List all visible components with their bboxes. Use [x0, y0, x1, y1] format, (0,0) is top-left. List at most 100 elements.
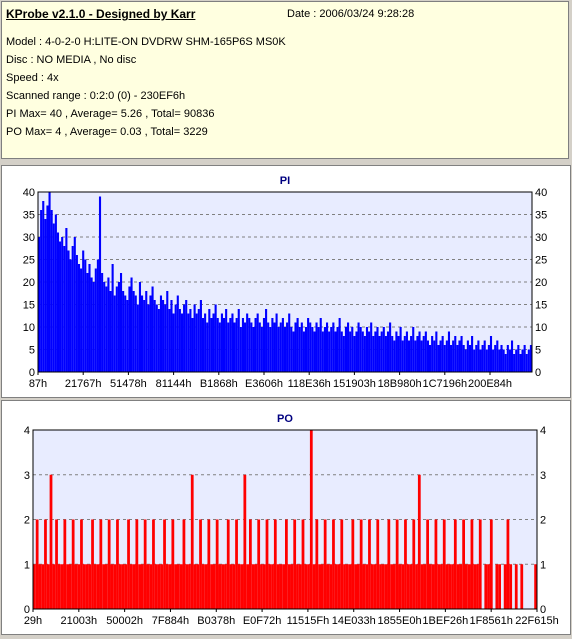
pi-bar — [265, 309, 268, 372]
po-y-tick-label-right: 0 — [540, 604, 546, 616]
pi-bar — [248, 318, 251, 372]
pi-bar — [111, 264, 114, 372]
po-bar — [57, 564, 61, 609]
po-bar — [262, 564, 266, 609]
po-bar — [174, 564, 177, 609]
pi-bar — [191, 318, 194, 372]
pi-bar — [517, 345, 520, 372]
pi-bar — [128, 286, 131, 372]
po-plot-border — [32, 429, 538, 610]
pi-bar — [492, 349, 495, 372]
po-bar — [453, 519, 457, 609]
pi-bar — [389, 322, 392, 372]
pi-bar — [307, 318, 310, 372]
pi-chart-panel: PI 0 0 5 5 10 10 15 15 20 20 25 25 30 30 35 35 40 40 87h 217… — [1, 165, 571, 398]
po-bar — [179, 564, 183, 609]
pi-bar — [126, 300, 129, 372]
po-bar — [96, 564, 100, 609]
pi-bar — [414, 340, 417, 372]
pi-y-tick-label-left: 5 — [29, 345, 35, 357]
pi-bar — [214, 304, 217, 372]
pi-bar — [218, 322, 221, 372]
po-bar — [91, 519, 94, 609]
po-x-tick-label: 50002h — [106, 615, 143, 627]
pi-bar — [384, 336, 387, 372]
po-bar — [44, 519, 47, 609]
po-bar — [226, 519, 230, 609]
pi-bar — [124, 295, 127, 372]
po-bar — [470, 519, 474, 609]
po-bar — [357, 564, 360, 609]
pi-y-tick-label-right: 20 — [535, 277, 547, 289]
pi-bar — [386, 331, 390, 372]
po-bar — [99, 519, 103, 609]
pi-bar — [298, 327, 301, 372]
pi-bar — [136, 304, 139, 372]
pi-bar — [75, 255, 78, 372]
pi-bar — [117, 282, 120, 372]
pi-bar — [443, 345, 446, 372]
po-bar — [304, 564, 308, 609]
po-bar — [312, 564, 316, 609]
po-bar — [74, 564, 78, 609]
pi-bar — [103, 282, 106, 372]
po-x-tick-label: 22F615h — [515, 615, 558, 627]
po-bar — [260, 564, 263, 609]
po-x-tick-label: E0F72h — [243, 615, 282, 627]
po-bar — [484, 564, 488, 609]
pi-bar — [370, 322, 373, 372]
po-bar — [487, 564, 490, 609]
pi-x-tick-label: E3606h — [245, 378, 283, 390]
pi-bar — [368, 331, 371, 372]
po-bar — [434, 519, 438, 609]
po-bar — [390, 564, 393, 609]
po-bar — [354, 564, 357, 609]
pi-x-tick-label: 81144h — [156, 378, 192, 390]
pi-y-tick-label-left: 35 — [23, 210, 35, 222]
pi-bar — [355, 331, 358, 372]
pi-bar — [254, 318, 257, 372]
pi-y-tick-label-left: 20 — [23, 277, 35, 289]
pi-bar — [235, 318, 238, 372]
pi-bar — [521, 349, 524, 372]
pi-bar — [277, 327, 280, 372]
pi-bar — [475, 345, 478, 372]
pi-bar — [357, 322, 360, 372]
po-bar — [448, 564, 452, 609]
pi-bar — [241, 318, 245, 372]
po-bar — [393, 564, 396, 609]
po-bar — [337, 564, 341, 609]
po-chart: PO 0 0 1 1 2 2 3 3 4 4 29h 21003h 50002h 7F884h B0378h E… — [24, 413, 559, 627]
pi-bar — [428, 345, 432, 372]
po-bar — [343, 564, 346, 609]
pi-y-tick-label-right: 40 — [535, 187, 547, 199]
pi-bar — [143, 300, 146, 372]
pi-bar — [250, 322, 253, 372]
disc-line: Disc : NO MEDIA , No disc — [6, 54, 137, 66]
pi-bar — [48, 192, 51, 372]
po-bar — [60, 564, 64, 609]
pi-bar — [227, 322, 230, 372]
app-title: KProbe v2.1.0 - Designed by Karr — [6, 7, 196, 21]
po-bar — [138, 564, 141, 609]
pi-y-tick-label-left: 10 — [23, 322, 35, 334]
pi-bar — [65, 228, 68, 372]
pi-bar — [479, 349, 482, 372]
pi-bar — [50, 210, 53, 372]
po-bar — [309, 430, 313, 609]
pi-bar — [286, 322, 289, 372]
po-bar — [77, 564, 81, 609]
pi-bar — [458, 340, 461, 372]
po-bar — [218, 564, 222, 609]
pi-bar — [391, 336, 394, 372]
po-bar — [116, 519, 119, 609]
pi-bar — [349, 331, 352, 372]
pi-y-tick-label-left: 25 — [23, 255, 35, 267]
pi-bar — [269, 327, 272, 372]
po-bar — [163, 519, 166, 609]
pi-bar — [422, 336, 425, 372]
po-chart-panel: PO 0 0 1 1 2 2 3 3 4 4 29h 21003h 50002h 7F884h B0378h E… — [1, 400, 571, 635]
pi-bar — [382, 327, 385, 372]
pi-bar — [96, 259, 99, 372]
po-x-tick-label: B0378h — [197, 615, 235, 627]
